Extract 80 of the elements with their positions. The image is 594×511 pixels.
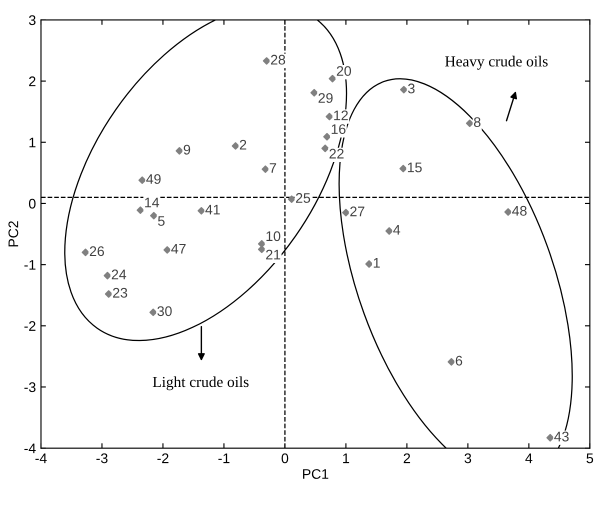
point — [104, 272, 112, 280]
annotation: 9 — [184, 144, 190, 155]
annotation: 23 — [113, 288, 128, 298]
point — [150, 212, 158, 220]
point — [448, 358, 456, 366]
point — [321, 144, 329, 152]
point — [385, 227, 394, 235]
point — [198, 206, 206, 215]
annotation: 48 — [512, 206, 527, 216]
annotation: 29 — [318, 93, 333, 103]
point — [323, 132, 331, 141]
annotation: 5 — [158, 216, 165, 226]
annotation: Light crude oils — [152, 376, 249, 390]
annotation: Heavy crude oils — [445, 56, 548, 70]
annotation: 1 — [374, 258, 380, 268]
annotation: 24 — [112, 270, 126, 280]
annotation: 30 — [157, 306, 172, 316]
x-tick-label: 0 — [282, 453, 288, 464]
annotation: 25 — [296, 193, 310, 203]
point — [232, 142, 240, 150]
y-tick-label: -4 — [24, 444, 36, 454]
annotation: 2 — [240, 140, 246, 150]
annotation: 27 — [350, 206, 364, 216]
y-tick-label: 2 — [29, 76, 36, 86]
annotation: 26 — [90, 246, 104, 256]
point — [342, 208, 350, 216]
annotation: 41 — [205, 204, 220, 214]
point — [104, 290, 112, 298]
annotation: 12 — [334, 110, 348, 120]
annotation: 20 — [336, 66, 352, 76]
point — [288, 195, 296, 203]
point — [176, 147, 184, 155]
point — [262, 165, 270, 173]
point — [365, 260, 373, 268]
point — [136, 206, 144, 214]
annotation: 28 — [270, 54, 286, 65]
x-tick-label: 2 — [404, 453, 410, 464]
y-tick-label: -1 — [24, 260, 36, 270]
x-tick-label: 3 — [464, 453, 472, 464]
x-tick-label: 4 — [525, 454, 532, 464]
x-tick-label: -3 — [96, 453, 108, 464]
point — [82, 248, 90, 256]
x-axis-title: PC1 — [303, 469, 328, 479]
y-tick-label: 0 — [28, 198, 36, 209]
point — [138, 176, 146, 184]
annotation: 47 — [171, 244, 186, 254]
y-tick-label: -2 — [24, 321, 36, 331]
x-tick-label: 1 — [343, 454, 350, 464]
point — [262, 57, 270, 65]
annotation: 15 — [408, 162, 422, 172]
x-tick-label: 5 — [586, 454, 594, 464]
point — [504, 208, 512, 216]
annotation: 7 — [270, 163, 276, 173]
annotation: 22 — [330, 148, 344, 158]
x-tick-label: -1 — [218, 454, 230, 464]
annotation: 49 — [146, 174, 161, 184]
point — [546, 434, 554, 442]
point — [328, 74, 336, 82]
annotation: 8 — [474, 117, 480, 128]
point — [258, 246, 266, 254]
annotation: 3 — [408, 84, 415, 94]
annotation: 21 — [266, 250, 280, 260]
y-tick-label: 1 — [29, 138, 36, 148]
annotation: 16 — [332, 124, 346, 134]
point — [310, 88, 318, 97]
point — [399, 164, 408, 172]
annotation: 10 — [266, 231, 280, 242]
point — [326, 112, 334, 120]
annotation: 6 — [456, 356, 462, 366]
annotation: 43 — [554, 432, 569, 442]
point — [466, 120, 474, 128]
point — [163, 246, 172, 254]
point — [149, 308, 157, 316]
annotation: 14 — [145, 198, 160, 208]
x-tick-label: -2 — [157, 453, 168, 464]
y-tick-label: 3 — [28, 15, 36, 26]
point — [400, 86, 408, 94]
y-axis-title: PC2 — [8, 221, 18, 246]
y-tick-label: -3 — [24, 382, 36, 392]
annotation: 4 — [393, 225, 400, 235]
